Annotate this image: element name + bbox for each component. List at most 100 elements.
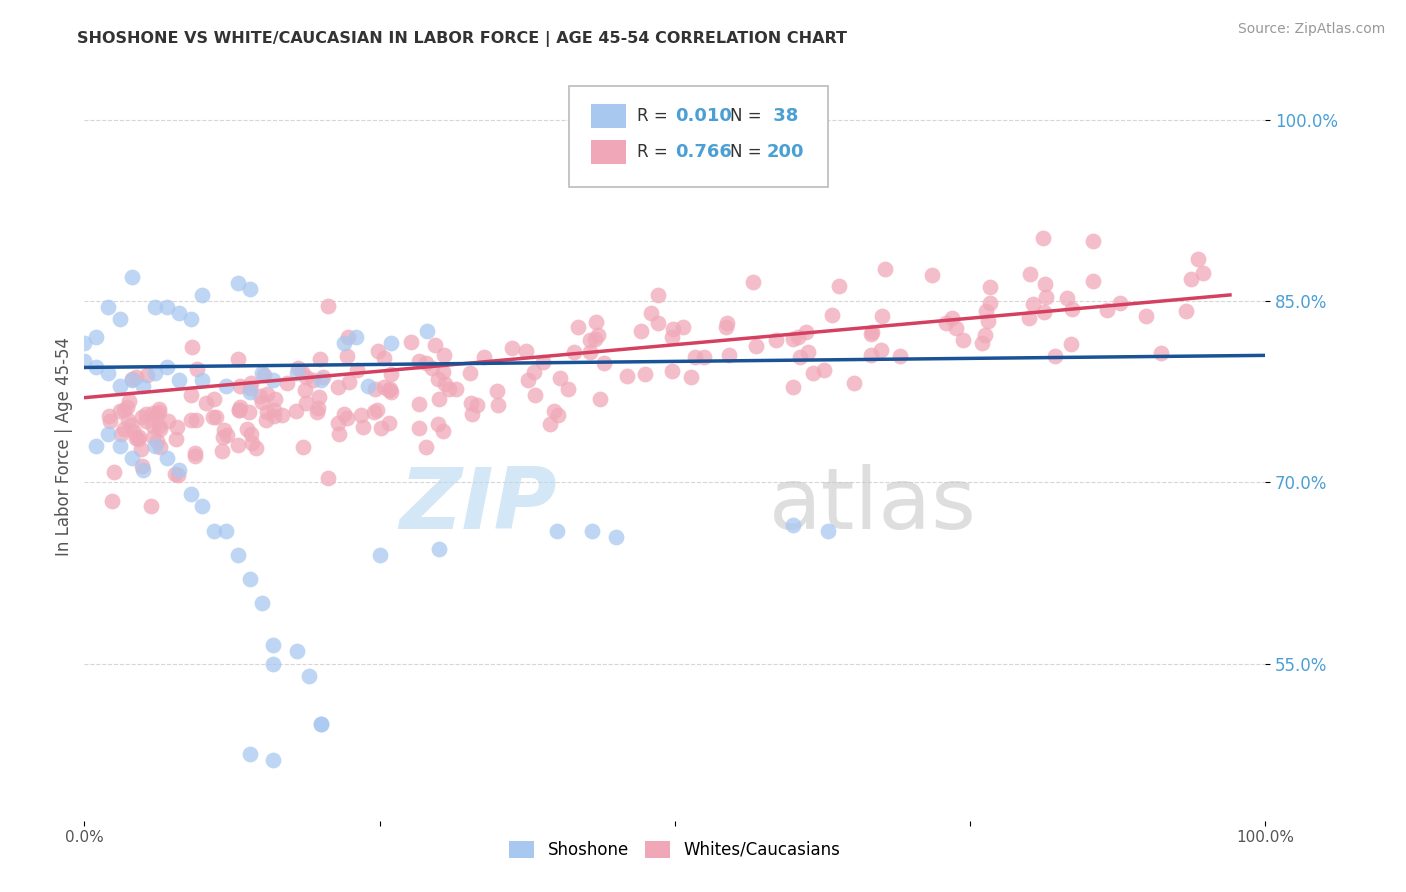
Point xyxy=(212,423,235,437)
Point xyxy=(1043,349,1066,363)
Point xyxy=(474,350,496,364)
Point xyxy=(1180,272,1202,286)
Point xyxy=(108,439,131,453)
Point xyxy=(515,343,537,358)
Point xyxy=(408,420,430,434)
Point xyxy=(336,329,359,343)
Point xyxy=(84,360,107,375)
Point xyxy=(434,376,457,391)
Point xyxy=(180,412,202,426)
Point xyxy=(191,500,214,514)
Point xyxy=(122,425,145,439)
Point xyxy=(211,444,233,458)
Point xyxy=(373,351,395,366)
Point xyxy=(215,524,238,538)
Point xyxy=(1191,266,1213,280)
Point xyxy=(156,451,179,466)
Point xyxy=(630,324,652,338)
Point xyxy=(1032,305,1054,319)
Point xyxy=(125,431,148,445)
Point xyxy=(262,639,284,653)
Point xyxy=(333,336,356,351)
Point xyxy=(336,349,359,363)
Point xyxy=(195,396,218,410)
Text: atlas: atlas xyxy=(769,465,977,548)
Point xyxy=(380,382,402,396)
Point xyxy=(148,401,170,416)
Point xyxy=(486,398,509,412)
Point xyxy=(202,524,225,538)
Point xyxy=(860,325,883,339)
Point xyxy=(145,407,167,421)
Point xyxy=(284,403,307,417)
Point xyxy=(1035,290,1057,304)
Point xyxy=(523,365,546,379)
Point xyxy=(415,356,437,370)
Text: SHOSHONE VS WHITE/CAUCASIAN IN LABOR FORCE | AGE 45-54 CORRELATION CHART: SHOSHONE VS WHITE/CAUCASIAN IN LABOR FOR… xyxy=(77,31,848,47)
Point xyxy=(921,268,943,282)
Point xyxy=(291,440,314,454)
Point xyxy=(262,372,284,386)
Point xyxy=(239,282,262,296)
Point xyxy=(976,314,998,328)
Text: R =: R = xyxy=(637,107,673,125)
Point xyxy=(1187,252,1209,267)
Point xyxy=(97,300,120,314)
Point xyxy=(427,372,450,386)
Point xyxy=(579,333,602,347)
Point xyxy=(583,333,606,347)
Point xyxy=(239,747,262,761)
Point xyxy=(370,421,392,435)
Point xyxy=(538,417,561,431)
Point xyxy=(941,311,963,326)
Point xyxy=(132,378,155,392)
Point xyxy=(460,395,482,409)
Point xyxy=(149,440,172,454)
Point xyxy=(132,463,155,477)
Point xyxy=(110,426,132,441)
Point xyxy=(589,392,612,407)
Point xyxy=(239,427,262,442)
Point xyxy=(332,407,354,421)
Point xyxy=(741,276,763,290)
Point xyxy=(367,343,389,358)
Point xyxy=(1018,267,1040,281)
Point xyxy=(115,400,138,414)
Point xyxy=(546,524,568,538)
Point xyxy=(309,717,332,731)
Point xyxy=(250,596,273,610)
Point xyxy=(131,410,153,425)
Point xyxy=(821,308,844,322)
Point xyxy=(157,413,180,427)
Point xyxy=(801,366,824,380)
Point xyxy=(368,548,391,562)
Point xyxy=(295,396,318,410)
Point xyxy=(212,430,235,444)
Point xyxy=(239,381,262,395)
Point xyxy=(531,355,554,369)
Point xyxy=(202,392,225,407)
Point xyxy=(1022,296,1045,310)
Point xyxy=(264,392,287,406)
Text: N =: N = xyxy=(730,107,768,125)
Point xyxy=(633,367,655,381)
Point xyxy=(250,395,273,409)
Point xyxy=(517,373,540,387)
Point xyxy=(380,368,402,382)
Point xyxy=(647,288,669,302)
Point xyxy=(416,324,439,338)
Point xyxy=(716,316,738,330)
Point xyxy=(1174,303,1197,318)
Point xyxy=(973,328,995,343)
Point xyxy=(889,350,911,364)
Point xyxy=(131,459,153,474)
Point xyxy=(501,342,523,356)
Point xyxy=(118,393,141,408)
Point xyxy=(432,424,454,438)
Point xyxy=(1062,301,1084,316)
Point xyxy=(318,471,340,485)
Point xyxy=(647,316,669,330)
Point xyxy=(112,403,135,417)
Point xyxy=(291,365,314,379)
Point xyxy=(789,351,811,365)
